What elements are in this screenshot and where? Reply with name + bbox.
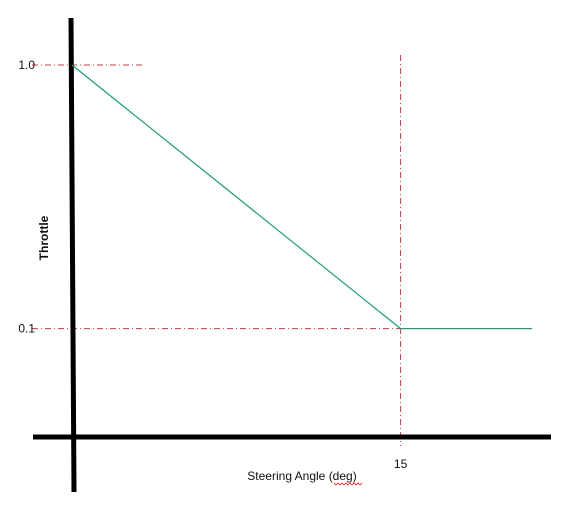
y-tick-label: 0.1 (18, 322, 35, 336)
y-axis-title: Throttle (37, 215, 51, 260)
y-tick-label: 1.0 (18, 58, 35, 72)
axes (33, 17, 551, 493)
series-line (71, 64, 532, 330)
x-tick-label: 15 (394, 457, 408, 471)
x-axis-title: Steering Angle (deg) (247, 469, 356, 483)
y-axis-line (68, 17, 77, 493)
guide-lines (32, 55, 403, 446)
series-layer (71, 64, 532, 330)
tick-labels: 1.0 0.1 15 (18, 58, 407, 471)
spellcheck-underline (333, 482, 363, 486)
